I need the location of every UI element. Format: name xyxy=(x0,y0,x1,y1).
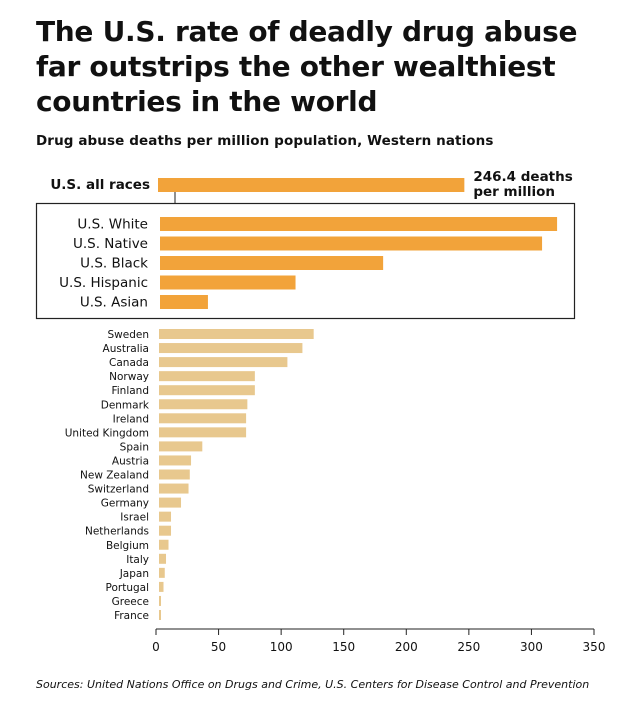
x-tick-label: 350 xyxy=(583,640,606,654)
bar-ireland xyxy=(159,413,247,424)
bar-france xyxy=(159,610,162,620)
label-spain: Spain xyxy=(120,441,149,453)
bar-u-s-hispanic xyxy=(160,275,296,290)
label-israel: Israel xyxy=(120,512,149,524)
bar-norway xyxy=(159,371,255,382)
label-u-s-hispanic: U.S. Hispanic xyxy=(59,275,148,291)
bar-israel xyxy=(159,511,172,522)
label-sweden: Sweden xyxy=(108,329,150,341)
bar-new-zealand xyxy=(159,469,190,480)
label-u-s-native: U.S. Native xyxy=(73,236,148,252)
bar-canada xyxy=(159,357,288,368)
x-tick-label: 200 xyxy=(395,640,418,654)
x-tick-label: 50 xyxy=(211,640,226,654)
x-tick-label: 300 xyxy=(520,640,543,654)
source-note: Sources: United Nations Office on Drugs … xyxy=(36,678,590,691)
label-germany: Germany xyxy=(101,498,149,510)
bar-u-s-black xyxy=(160,256,384,270)
label-u-s-black: U.S. Black xyxy=(80,256,148,272)
chart-title: The U.S. rate of deadly drug abuse far o… xyxy=(36,15,578,118)
chart-subtitle: Drug abuse deaths per million population… xyxy=(36,133,494,149)
annotation-line2: per million xyxy=(473,184,555,200)
bar-u-s-all-races xyxy=(158,178,465,192)
bar-finland xyxy=(159,385,255,396)
x-axis: 0 50 100 150 200 250 300 350 xyxy=(152,628,606,654)
bar-u-s-native xyxy=(160,236,543,251)
x-tick-label: 150 xyxy=(332,640,355,654)
bar-spain xyxy=(159,441,203,452)
us-groups-bars: U.S. White U.S. Native U.S. Black U.S. Hisp… xyxy=(59,217,558,311)
bar-italy xyxy=(159,553,167,564)
bar-austria xyxy=(159,455,192,466)
label-finland: Finland xyxy=(111,385,149,397)
label-switzerland: Switzerland xyxy=(88,484,149,496)
bar-u-s-white xyxy=(160,217,558,231)
label-denmark: Denmark xyxy=(101,399,150,411)
label-united-kingdom: United Kingdom xyxy=(65,427,149,439)
us-total-label: U.S. all races xyxy=(50,177,150,193)
bar-germany xyxy=(159,497,182,508)
bar-denmark xyxy=(159,399,248,410)
label-france: France xyxy=(114,610,149,622)
bar-australia xyxy=(159,343,303,354)
country-bars: Sweden Australia Canada Norway Finland Denmar… xyxy=(65,329,314,622)
bar-japan xyxy=(159,567,165,578)
bar-netherlands xyxy=(159,525,172,536)
label-austria: Austria xyxy=(112,455,149,467)
label-australia: Australia xyxy=(103,343,149,355)
label-new-zealand: New Zealand xyxy=(80,470,149,482)
label-norway: Norway xyxy=(109,371,149,383)
label-canada: Canada xyxy=(109,357,149,369)
label-u-s-white: U.S. White xyxy=(77,217,148,233)
us-groups-box xyxy=(35,202,576,320)
label-greece: Greece xyxy=(112,596,149,608)
label-portugal: Portugal xyxy=(106,582,150,594)
label-ireland: Ireland xyxy=(113,413,149,425)
bar-greece xyxy=(159,595,162,606)
x-tick-label: 100 xyxy=(270,640,293,654)
bar-portugal xyxy=(159,581,164,592)
label-netherlands: Netherlands xyxy=(85,526,149,538)
label-belgium: Belgium xyxy=(106,540,149,552)
bar-belgium xyxy=(159,539,169,550)
label-u-s-asian: U.S. Asian xyxy=(80,295,148,311)
annotation-line1: 246.4 deaths xyxy=(473,169,572,185)
label-japan: Japan xyxy=(119,568,149,580)
bar-u-s-asian xyxy=(160,295,208,309)
bar-switzerland xyxy=(159,483,189,494)
x-tick-label: 250 xyxy=(457,640,480,654)
x-tick-label: 0 xyxy=(152,640,160,654)
bar-united-kingdom xyxy=(159,427,247,438)
label-italy: Italy xyxy=(126,554,149,566)
bar-sweden xyxy=(159,329,314,339)
